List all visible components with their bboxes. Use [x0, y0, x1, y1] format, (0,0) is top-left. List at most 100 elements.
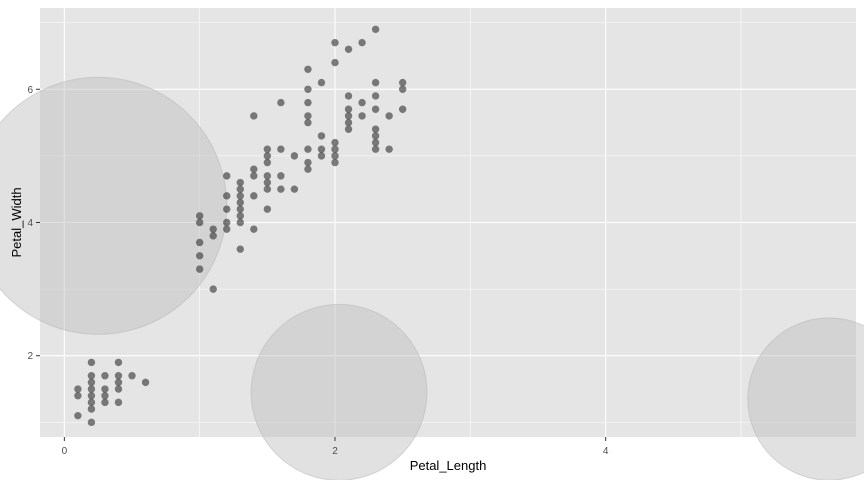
- data-point: [114, 378, 123, 387]
- data-point: [317, 78, 326, 87]
- data-point: [263, 172, 272, 180]
- data-point: [114, 372, 123, 380]
- data-point: [304, 112, 312, 120]
- data-point: [101, 391, 109, 400]
- data-point: [223, 225, 231, 233]
- data-point: [236, 205, 244, 213]
- x-tick-label: 4: [603, 446, 609, 457]
- data-point: [371, 92, 380, 100]
- data-point: [317, 132, 326, 140]
- data-point: [371, 125, 380, 133]
- data-point: [290, 185, 299, 193]
- data-point: [195, 265, 204, 273]
- data-point: [101, 372, 109, 380]
- data-point: [358, 38, 366, 47]
- data-point: [236, 178, 244, 187]
- data-point: [331, 58, 339, 67]
- data-point: [344, 125, 353, 133]
- data-point: [304, 158, 312, 167]
- data-point: [209, 285, 217, 293]
- data-point: [74, 385, 82, 393]
- data-point: [101, 385, 109, 393]
- data-point: [385, 112, 393, 120]
- axes: 0 2 4 2 4 6: [27, 85, 608, 457]
- data-point: [371, 138, 380, 147]
- data-point: [385, 145, 393, 153]
- data-point: [236, 192, 244, 200]
- grid-lines: [40, 8, 856, 437]
- data-point: [195, 212, 204, 220]
- data-point: [250, 172, 258, 180]
- data-point: [344, 118, 353, 127]
- data-point: [223, 192, 231, 200]
- y-axis-title: Petal_Width: [9, 187, 24, 257]
- data-point: [344, 45, 353, 54]
- data-point: [236, 245, 244, 253]
- data-point: [263, 152, 272, 160]
- data-point: [114, 358, 123, 367]
- data-point: [87, 372, 96, 380]
- data-point: [263, 158, 272, 167]
- data-point: [223, 205, 231, 213]
- x-axis-title: Petal_Length: [410, 458, 487, 473]
- data-point: [87, 405, 96, 413]
- overlay-circles: [0, 76, 864, 481]
- data-point: [398, 78, 407, 87]
- data-point: [331, 152, 339, 160]
- data-point: [195, 238, 204, 247]
- data-point: [371, 78, 380, 87]
- data-point: [358, 112, 366, 120]
- data-point: [317, 145, 326, 153]
- data-point: [101, 398, 109, 407]
- data-point: [236, 198, 244, 207]
- data-point: [331, 158, 339, 167]
- data-point: [223, 218, 231, 227]
- data-point: [304, 145, 312, 153]
- data-point: [87, 385, 96, 393]
- data-point: [263, 185, 272, 193]
- data-point: [263, 145, 272, 153]
- data-point: [263, 178, 272, 187]
- x-tick-label: 2: [332, 446, 338, 457]
- data-point: [74, 391, 82, 400]
- data-point: [277, 98, 285, 107]
- data-point: [277, 145, 285, 153]
- data-point: [236, 212, 244, 220]
- data-point: [236, 185, 244, 193]
- data-point: [371, 132, 380, 140]
- data-point: [398, 105, 407, 113]
- data-point: [195, 218, 204, 227]
- data-point: [304, 65, 312, 73]
- data-point: [87, 378, 96, 387]
- data-point: [236, 218, 244, 227]
- data-point: [250, 192, 258, 200]
- data-point: [344, 112, 353, 120]
- data-point: [331, 38, 339, 47]
- data-point: [87, 391, 96, 400]
- data-point: [141, 378, 150, 387]
- overlay-circle: [250, 303, 428, 481]
- data-point: [304, 118, 312, 127]
- data-point: [128, 372, 136, 380]
- data-point: [87, 398, 96, 407]
- data-point: [317, 152, 326, 160]
- y-tick-label: 6: [27, 85, 33, 96]
- data-point: [331, 138, 339, 147]
- data-point: [304, 85, 312, 93]
- data-point: [331, 145, 339, 153]
- x-tick-label: 0: [62, 446, 68, 457]
- data-point: [371, 145, 380, 153]
- data-point: [398, 85, 407, 93]
- data-point: [304, 165, 312, 173]
- data-point: [209, 232, 217, 240]
- data-point: [114, 398, 123, 407]
- data-point: [304, 98, 312, 107]
- data-point: [358, 98, 366, 107]
- data-point: [277, 172, 285, 180]
- data-points: [74, 25, 407, 427]
- data-point: [195, 252, 204, 260]
- data-point: [87, 358, 96, 367]
- data-point: [114, 385, 123, 393]
